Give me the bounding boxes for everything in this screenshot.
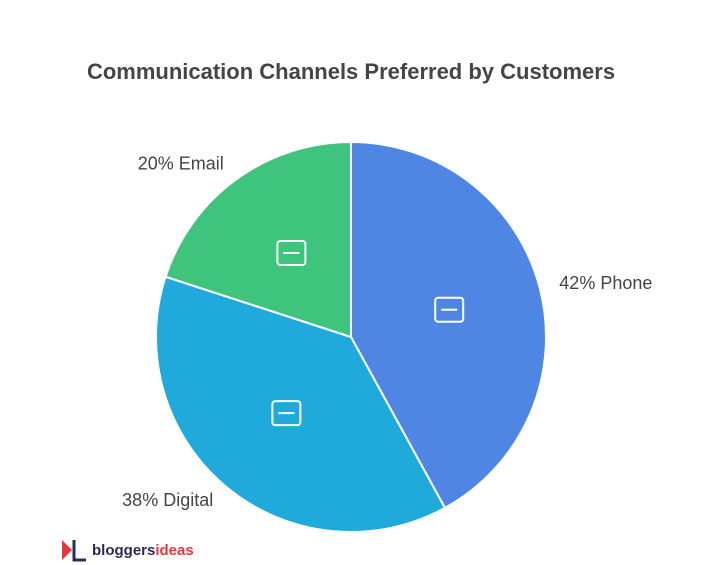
pie-slice xyxy=(350,140,547,510)
pie-slice xyxy=(164,140,352,339)
brand-name: bloggers xyxy=(92,542,155,559)
data-label: 42% Phone xyxy=(559,273,652,293)
chart-title: Communication Channels Preferred by Cust… xyxy=(87,59,615,84)
slice-icon xyxy=(434,296,465,323)
brand-accent: ideas xyxy=(155,542,193,559)
brand-text: bloggersideas xyxy=(92,542,194,559)
data-label: 38% Digital xyxy=(122,490,213,510)
brand-icon xyxy=(72,540,86,562)
brand-icon xyxy=(62,540,72,560)
data-label: 20% Email xyxy=(138,153,224,173)
slice-icon xyxy=(271,400,302,427)
slice-icon xyxy=(276,239,307,266)
brand-logo: bloggersideas xyxy=(62,540,194,562)
